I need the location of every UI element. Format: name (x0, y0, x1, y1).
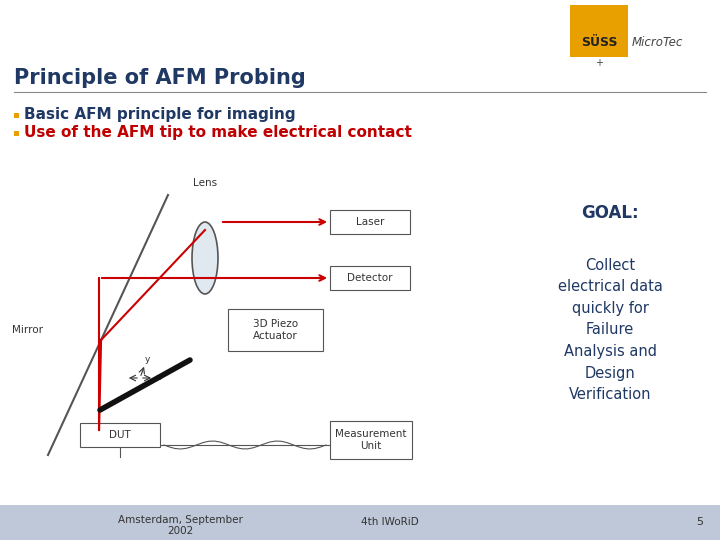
Text: 5: 5 (696, 517, 703, 527)
Bar (14, 131, 19, 136)
Bar (570, 5, 628, 57)
Text: x: x (156, 374, 161, 382)
Text: Amsterdam, September: Amsterdam, September (117, 515, 243, 525)
Text: Collect
electrical data
quickly for
Failure
Analysis and
Design
Verification: Collect electrical data quickly for Fail… (557, 258, 662, 402)
Text: +: + (595, 58, 603, 68)
Text: Lens: Lens (193, 178, 217, 188)
Text: DUT: DUT (109, 430, 131, 440)
Bar (80, 423, 160, 447)
Text: Use of the AFM tip to make electrical contact: Use of the AFM tip to make electrical co… (24, 125, 412, 140)
Bar (330, 210, 410, 234)
Text: SÜSS: SÜSS (581, 36, 617, 49)
Text: 4th IWoRiD: 4th IWoRiD (361, 517, 419, 527)
Bar (0, 505, 720, 540)
Text: GOAL:: GOAL: (581, 204, 639, 222)
Text: Laser: Laser (356, 217, 384, 227)
Text: MicroTec: MicroTec (632, 36, 683, 49)
Text: Principle of AFM Probing: Principle of AFM Probing (14, 68, 306, 88)
Text: 2002: 2002 (167, 526, 193, 536)
Bar (330, 421, 412, 459)
Bar (228, 309, 323, 351)
Text: 3D Piezo
Actuator: 3D Piezo Actuator (253, 319, 298, 341)
Text: Basic AFM principle for imaging: Basic AFM principle for imaging (24, 107, 296, 123)
Bar (14, 112, 19, 118)
Text: y: y (144, 355, 150, 364)
Text: Mirror: Mirror (12, 325, 43, 335)
Text: Measurement
Unit: Measurement Unit (336, 429, 407, 451)
Text: Detector: Detector (347, 273, 392, 283)
Bar (330, 266, 410, 290)
Ellipse shape (192, 222, 218, 294)
